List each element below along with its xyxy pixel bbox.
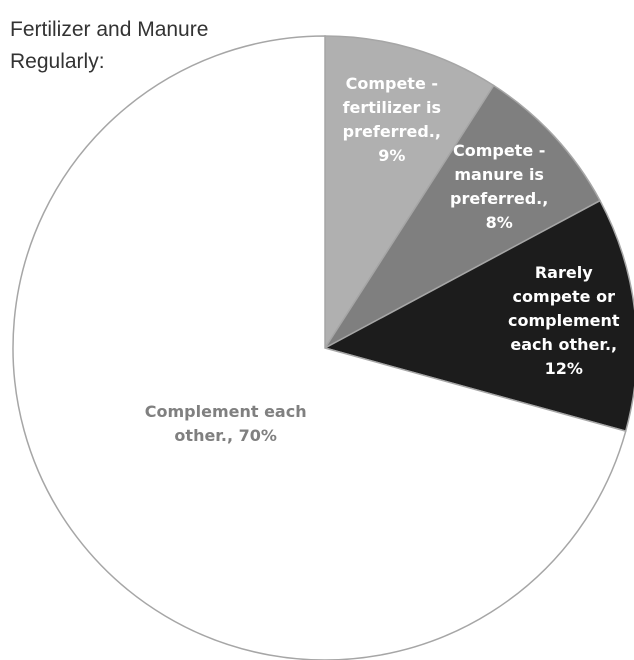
data-label: Compete - manure is preferred., 8%: [450, 141, 549, 233]
pie-slice: [322, 84, 602, 351]
data-label: Complement each other., 70%: [144, 401, 307, 445]
pie-slice: [322, 199, 634, 433]
pie-slice: [12, 35, 627, 660]
pie-slice: [324, 35, 495, 351]
data-label: Compete - fertilizer is preferred., 9%: [342, 74, 442, 166]
data-label: Rarely compete or complement each other.…: [508, 263, 620, 379]
chart-title: Fertilizer and Manure Regularly:: [10, 18, 209, 73]
